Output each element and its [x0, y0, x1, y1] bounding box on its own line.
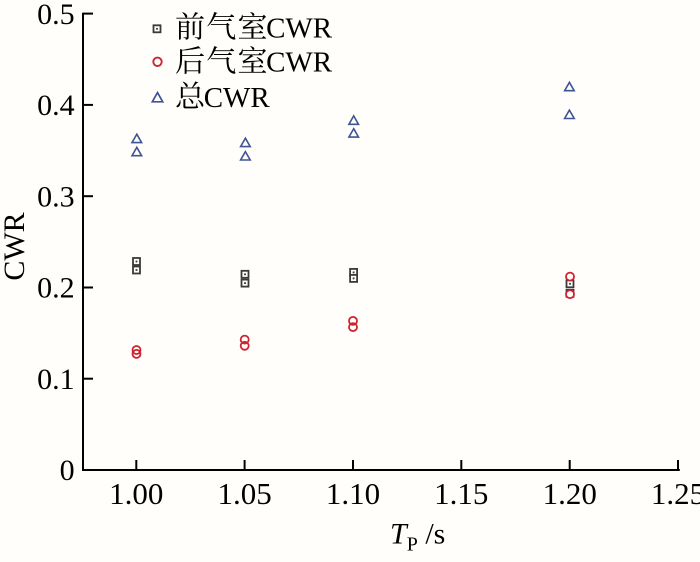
svg-text:0.4: 0.4	[37, 89, 75, 122]
svg-text:1.10: 1.10	[326, 476, 380, 511]
svg-text:1.05: 1.05	[217, 476, 271, 511]
svg-text:CWR: CWR	[204, 82, 271, 114]
svg-text:0.5: 0.5	[37, 0, 75, 31]
svg-text:1.20: 1.20	[543, 476, 597, 511]
svg-text:TP /s: TP /s	[390, 518, 445, 556]
svg-text:1.00: 1.00	[109, 476, 163, 511]
svg-text:0.1: 0.1	[37, 363, 75, 396]
svg-text:0.2: 0.2	[37, 272, 75, 305]
svg-text:CWR: CWR	[266, 12, 333, 44]
svg-text:1.25: 1.25	[651, 476, 700, 511]
svg-text:1.15: 1.15	[434, 476, 488, 511]
svg-text:CWR: CWR	[266, 47, 333, 79]
svg-text:0.3: 0.3	[37, 180, 75, 213]
svg-text:0: 0	[60, 454, 75, 487]
svg-text:CWR: CWR	[0, 212, 31, 280]
